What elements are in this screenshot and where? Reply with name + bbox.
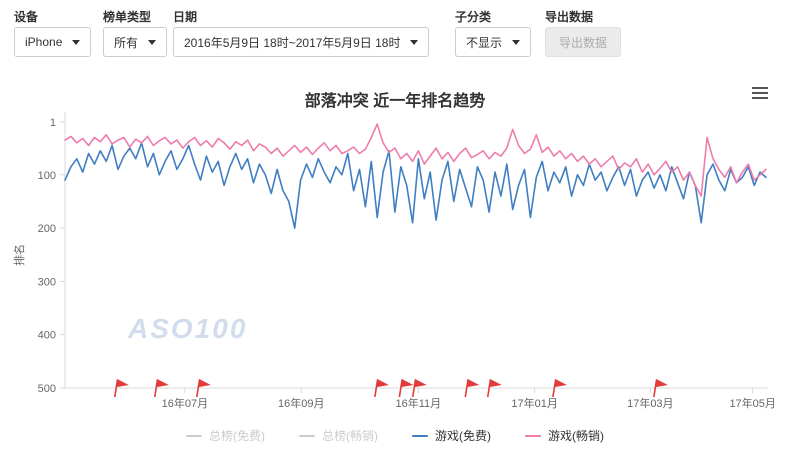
chevron-down-icon <box>148 39 157 45</box>
y-tick-label: 300 <box>38 276 56 288</box>
legend-item-games-grossing[interactable]: 游戏(畅销) <box>525 427 604 444</box>
x-tick-label: 17年03月 <box>627 396 673 410</box>
export-data-label: 导出数据 <box>545 10 594 24</box>
subcategory-dropdown[interactable]: 不显示 <box>455 27 532 57</box>
device-dropdown[interactable]: iPhone <box>14 27 92 57</box>
event-flag-icon[interactable] <box>113 379 130 399</box>
legend-dash <box>299 434 315 437</box>
event-flag-icon[interactable] <box>653 379 669 399</box>
x-tick-label: 16年11月 <box>395 396 441 410</box>
y-tick-label: 400 <box>38 330 56 342</box>
device-filter-label: 设备 <box>14 10 39 24</box>
series-line-games-grossing[interactable] <box>64 123 767 197</box>
legend-label: 游戏(免费) <box>435 429 491 443</box>
legend-label: 总榜(畅销) <box>322 429 378 443</box>
x-tick-label: 17年01月 <box>511 396 557 410</box>
event-flag-icon[interactable] <box>411 379 428 399</box>
x-tick-label: 16年07月 <box>162 396 208 410</box>
date-range-value: 2016年5月9日 18时~2017年5月9日 18时 <box>184 35 401 50</box>
event-flag-icon[interactable] <box>398 379 414 399</box>
legend-item-total-grossing[interactable]: 总榜(畅销) <box>299 427 378 444</box>
date-filter-label: 日期 <box>173 10 198 24</box>
board-type-dropdown[interactable]: 所有 <box>103 27 168 57</box>
board-type-dropdown-value: 所有 <box>114 35 139 50</box>
event-flag-icon[interactable] <box>486 379 503 399</box>
device-dropdown-value: iPhone <box>25 35 63 49</box>
chart-legend: 总榜(免费) 总榜(畅销) 游戏(免费) 游戏(畅销) <box>0 427 790 444</box>
event-flag-icon[interactable] <box>464 379 480 399</box>
board-type-filter-label: 榜单类型 <box>103 10 152 24</box>
rank-trend-chart: 部落冲突 近一年排名趋势 排名 ASO100 1 100 200 300 400 500 1… <box>0 75 790 461</box>
legend-dash <box>186 434 202 437</box>
y-tick-label: 200 <box>38 223 56 235</box>
event-flag-icon[interactable] <box>552 379 568 399</box>
subcategory-filter-label: 子分类 <box>455 10 492 24</box>
event-flag-icon[interactable] <box>153 379 170 399</box>
legend-dash <box>525 434 541 437</box>
export-data-button[interactable]: 导出数据 <box>545 27 622 57</box>
event-flag-icon[interactable] <box>374 379 390 399</box>
y-tick-label: 500 <box>38 383 56 395</box>
legend-label: 游戏(畅销) <box>548 429 604 443</box>
legend-item-total-free[interactable]: 总榜(免费) <box>186 427 265 444</box>
legend-dash <box>412 434 428 437</box>
chevron-down-icon <box>512 39 521 45</box>
event-flag-icon[interactable] <box>195 379 212 399</box>
y-tick-label: 100 <box>38 170 56 182</box>
subcategory-dropdown-value: 不显示 <box>466 35 503 50</box>
chart-title: 部落冲突 近一年排名趋势 <box>304 93 486 110</box>
date-range-dropdown[interactable]: 2016年5月9日 18时~2017年5月9日 18时 <box>173 27 430 57</box>
chart-export-menu-icon[interactable] <box>752 87 768 102</box>
series-line-games-free[interactable] <box>64 142 767 229</box>
plot-area: 1 100 200 300 400 500 16年07月 16年09月 16年11月 17年01月… <box>38 112 776 410</box>
legend-item-games-free[interactable]: 游戏(免费) <box>412 427 491 444</box>
y-tick-label: 1 <box>50 117 56 129</box>
watermark: ASO100 <box>128 313 248 344</box>
chevron-down-icon <box>72 39 81 45</box>
chevron-down-icon <box>410 39 419 45</box>
legend-label: 总榜(免费) <box>209 429 265 443</box>
x-tick-label: 17年05月 <box>729 396 775 410</box>
x-tick-label: 16年09月 <box>278 396 324 410</box>
